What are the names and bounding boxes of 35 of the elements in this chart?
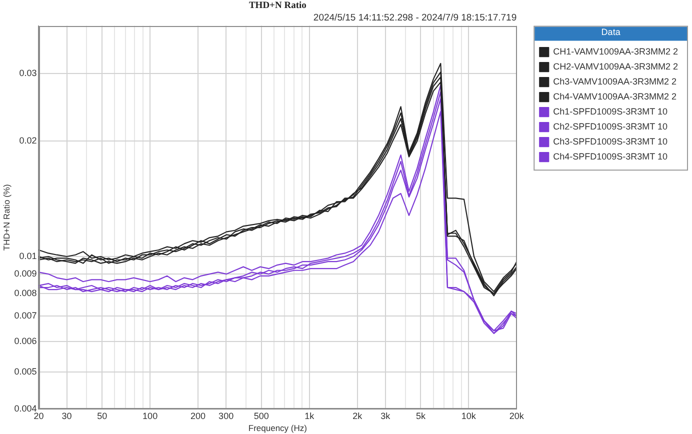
- x-tick-label: 200: [190, 410, 206, 421]
- legend-label: Ch4-SPFD1009S-3R3MT 10: [553, 152, 668, 162]
- x-tick-label: 100: [142, 410, 158, 421]
- x-tick-label: 20k: [509, 410, 524, 421]
- x-tick-label: 300: [218, 410, 234, 421]
- legend-label: Ch4-VAMV1009AA-3R3MM2 2: [553, 92, 677, 102]
- y-tick-label: 0.008: [14, 288, 37, 298]
- x-tick-label: 10k: [461, 410, 476, 421]
- y-tick-label: 0.01: [19, 250, 37, 261]
- chart-subtitle: 2024/5/15 14:11:52.298 - 2024/7/9 18:15:17.719: [313, 12, 517, 24]
- x-tick-label: 1k: [304, 410, 315, 421]
- legend-label: CH2-VAMV1009AA-3R3MM2 2: [553, 62, 678, 72]
- y-axis-title: THD+N Ratio (%): [1, 184, 12, 251]
- y-tick-label: 0.009: [14, 268, 37, 279]
- legend-title: Data: [601, 26, 620, 37]
- x-tick-label: 500: [254, 410, 269, 421]
- y-tick-label: 0.02: [19, 136, 37, 146]
- chart-title: THD+N Ratio: [248, 1, 307, 12]
- legend-label: Ch1-SPFD1009S-3R3MT 10: [553, 106, 668, 117]
- legend-label: Ch3-VAMV1009AA-3R3MM2 2: [553, 76, 677, 87]
- y-tick-label: 0.007: [14, 310, 37, 320]
- x-tick-label: 50: [97, 410, 108, 421]
- x-tick-label: 30: [62, 410, 72, 421]
- y-tick-label: 0.005: [14, 366, 37, 376]
- x-tick-label: 2k: [352, 410, 363, 421]
- y-tick-label: 0.03: [19, 68, 37, 78]
- x-tick-label: 20: [34, 410, 44, 421]
- x-axis-title: Frequency (Hz): [248, 423, 308, 434]
- legend-label: CH1-VAMV1009AA-3R3MM2 2: [553, 46, 678, 57]
- legend-label: Ch2-SPFD1009S-3R3MT 10: [553, 122, 668, 132]
- y-tick-label: 0.004: [14, 403, 37, 414]
- x-tick-label: 3k: [380, 410, 391, 421]
- y-tick-label: 0.006: [14, 336, 37, 346]
- x-tick-label: 5k: [416, 410, 426, 421]
- legend-label: Ch3-SPFD1009S-3R3MT 10: [553, 136, 668, 147]
